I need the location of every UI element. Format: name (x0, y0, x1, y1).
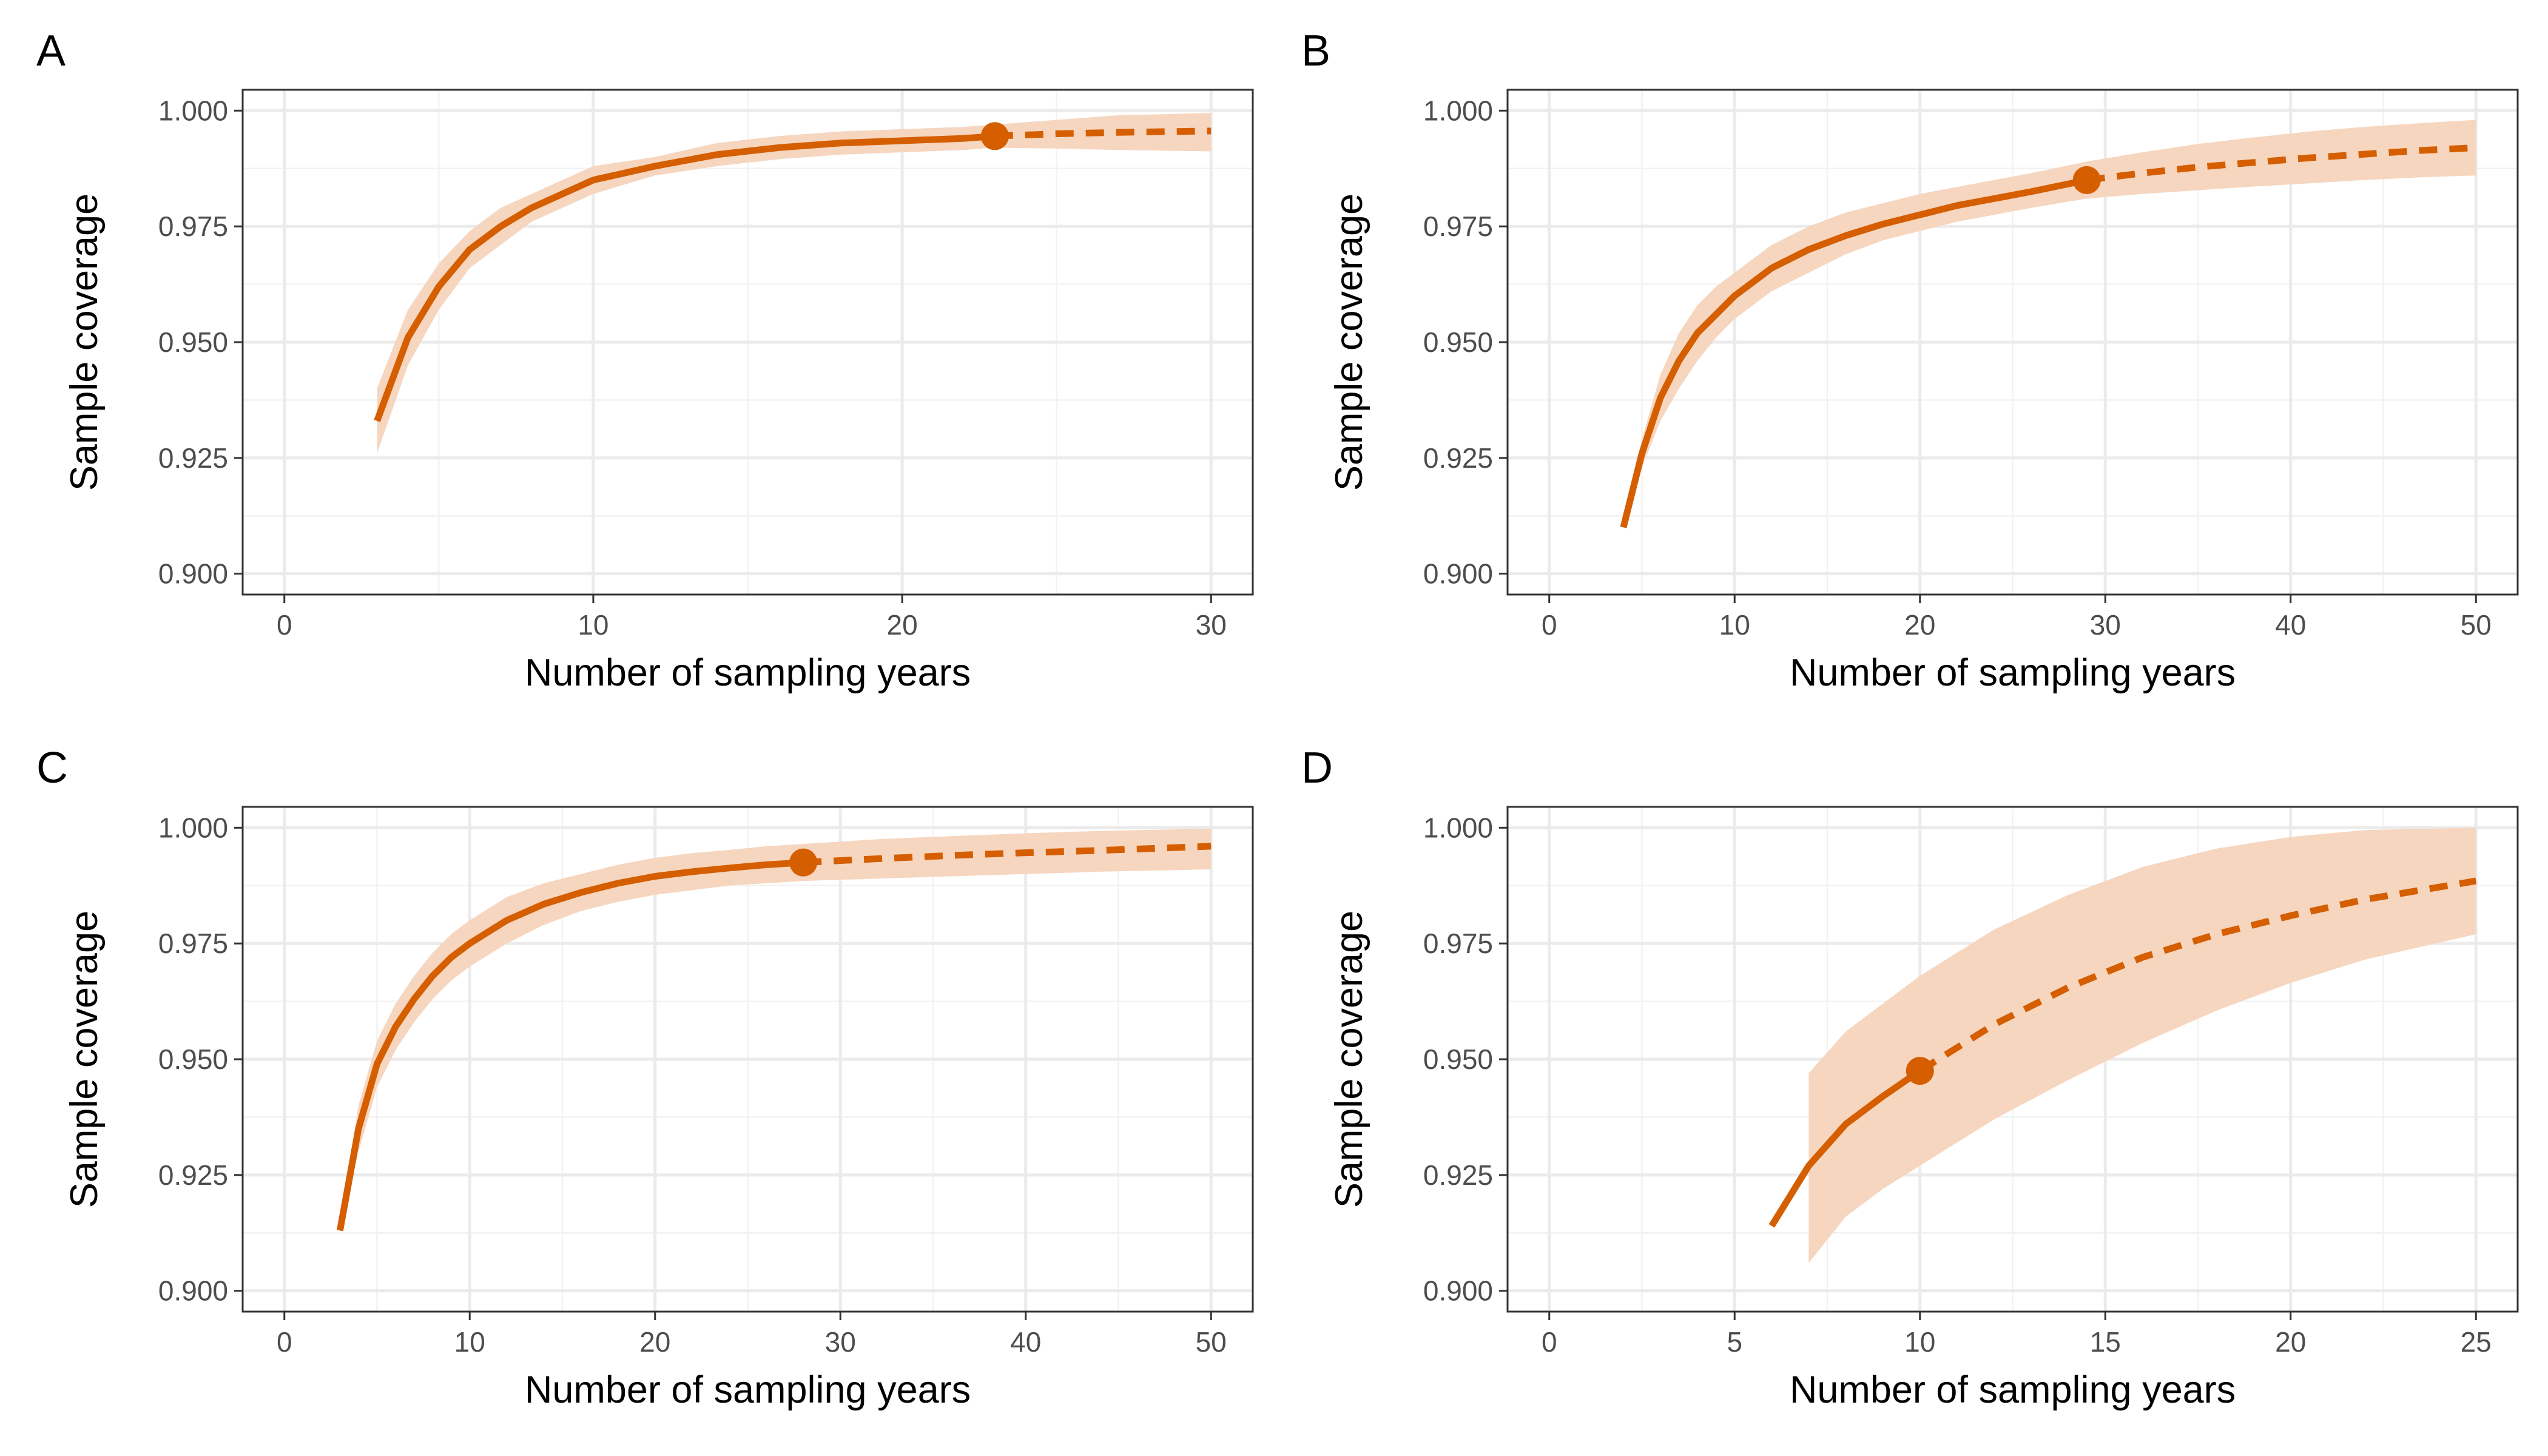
extrapolated-line (1918, 877, 2477, 1074)
x-tick-label: 20 (1904, 609, 1935, 641)
interpolated-line (1768, 1068, 1922, 1228)
confidence-band (1808, 827, 2476, 1263)
x-tick-label: 0 (1542, 1326, 1557, 1358)
y-tick-label: 1.000 (1423, 812, 1493, 843)
observed-point (789, 848, 818, 877)
panel-b: 0 10 20 30 40 50 0.900 0.925 0.950 0.975 1.000 Numb… (1301, 27, 2519, 694)
x-tick-label: 25 (2461, 1326, 2492, 1358)
x-tick-label: 30 (825, 1326, 856, 1358)
x-tick-label: 20 (2275, 1326, 2306, 1358)
observed-point (2072, 166, 2101, 194)
x-tick-label: 10 (578, 609, 608, 641)
x-tick-label: 5 (1727, 1326, 1742, 1358)
confidence-band (340, 828, 1212, 1231)
y-tick-label: 0.900 (1423, 1275, 1493, 1307)
x-tick-label: 50 (2461, 609, 2492, 641)
y-tick-label: 0.900 (1423, 558, 1493, 590)
y-tick-label: 0.925 (1423, 442, 1493, 474)
y-tick-label: 1.000 (158, 95, 228, 126)
interpolated-line (1620, 177, 2088, 528)
y-tick-label: 0.975 (1423, 211, 1493, 242)
x-axis-title: Number of sampling years (525, 652, 971, 694)
x-tick-label: 10 (1719, 609, 1750, 641)
x-axis-title: Number of sampling years (525, 1369, 971, 1411)
observed-point (1906, 1057, 1934, 1085)
y-tick-label: 0.950 (158, 326, 228, 358)
y-tick-label: 0.950 (1423, 1043, 1493, 1075)
y-axis-title: Sample coverage (1328, 194, 1370, 491)
y-tick-label: 0.900 (158, 558, 228, 590)
y-axis-title: Sample coverage (63, 194, 106, 491)
extrapolated-line (803, 843, 1212, 866)
x-tick-label: 20 (887, 609, 918, 641)
y-axis-title: Sample coverage (63, 911, 106, 1208)
panel-letter: C (36, 744, 68, 792)
x-tick-label: 50 (1196, 1326, 1227, 1358)
interpolated-line (336, 859, 804, 1232)
x-tick-label: 10 (454, 1326, 485, 1358)
x-tick-label: 40 (2275, 609, 2306, 641)
x-axis-title: Number of sampling years (1790, 1369, 2236, 1411)
x-tick-label: 20 (639, 1326, 670, 1358)
x-tick-label: 10 (1904, 1326, 1935, 1358)
y-tick-label: 0.925 (158, 1159, 228, 1191)
x-tick-label: 15 (2090, 1326, 2121, 1358)
x-tick-label: 30 (2090, 609, 2121, 641)
y-tick-label: 0.950 (1423, 326, 1493, 358)
extrapolated-line (2086, 144, 2476, 184)
panel-d: 0 5 10 15 20 25 0.900 0.925 0.950 0.975 1.000 Numbe… (1301, 744, 2519, 1411)
y-tick-label: 0.950 (158, 1043, 228, 1075)
y-tick-label: 0.975 (158, 211, 228, 242)
y-tick-label: 1.000 (1423, 95, 1493, 126)
extrapolated-line (994, 127, 1212, 140)
panel-letter: A (36, 27, 66, 75)
panel-c: 0 10 20 30 40 50 0.900 0.925 0.950 0.975 1.000 Numb… (36, 744, 1254, 1411)
panel-letter: D (1301, 744, 1333, 792)
panel-letter: B (1301, 27, 1330, 75)
y-tick-label: 1.000 (158, 812, 228, 843)
observed-point (980, 122, 1009, 150)
x-tick-label: 0 (1542, 609, 1557, 641)
x-axis-title: Number of sampling years (1790, 652, 2236, 694)
interpolated-line (374, 132, 996, 422)
confidence-band (377, 113, 1212, 454)
panel-a: 0 10 20 30 0.900 0.925 0.950 0.975 1.000 Number o… (36, 27, 1254, 694)
y-tick-label: 0.900 (158, 1275, 228, 1307)
y-tick-label: 0.975 (158, 928, 228, 959)
x-tick-label: 30 (1196, 609, 1227, 641)
x-tick-label: 0 (277, 1326, 292, 1358)
confidence-band (1623, 120, 2476, 528)
y-tick-label: 0.975 (1423, 928, 1493, 959)
y-tick-label: 0.925 (1423, 1159, 1493, 1191)
x-tick-label: 0 (277, 609, 292, 641)
y-axis-title: Sample coverage (1328, 911, 1370, 1208)
y-tick-label: 0.925 (158, 442, 228, 474)
x-tick-label: 40 (1010, 1326, 1041, 1358)
